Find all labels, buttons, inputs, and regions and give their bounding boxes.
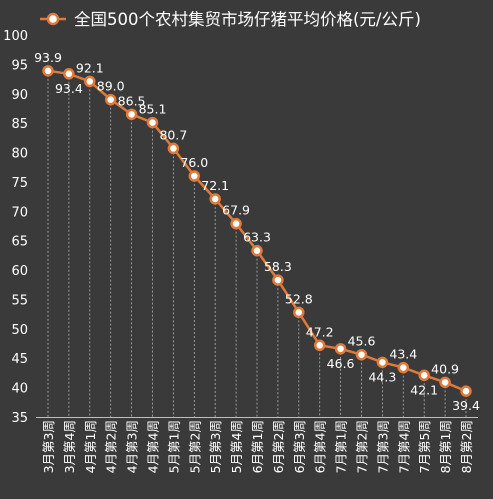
- data-point: [146, 116, 159, 129]
- data-label: 45.6: [348, 334, 376, 349]
- data-point: [125, 108, 138, 121]
- y-tick-label: 100: [3, 29, 28, 44]
- legend-label: 全国500个农村集贸市场仔猪平均价格(元/公斤): [74, 10, 421, 29]
- data-point: [376, 356, 389, 369]
- data-point: [42, 65, 54, 77]
- data-point: [188, 170, 201, 182]
- data-label: 42.1: [410, 382, 438, 397]
- y-tick-label: 80: [11, 147, 28, 162]
- data-point: [84, 75, 96, 88]
- data-point: [167, 142, 180, 155]
- x-tick-label: 5月第4周: [229, 420, 244, 473]
- x-tick-label: 5月第2周: [187, 420, 202, 473]
- x-tick-label: 4月第4周: [146, 420, 161, 473]
- y-tick-label: 35: [11, 411, 28, 426]
- data-label: 44.3: [368, 369, 396, 384]
- data-label: 80.7: [159, 127, 187, 142]
- data-point: [460, 385, 472, 397]
- data-point: [230, 217, 242, 230]
- x-tick-label: 7月第4周: [396, 420, 411, 473]
- data-point: [355, 348, 368, 361]
- data-label: 40.9: [431, 361, 459, 376]
- data-label: 47.2: [306, 324, 334, 339]
- data-label: 86.5: [118, 93, 146, 108]
- data-label: 58.3: [264, 259, 292, 274]
- data-point: [63, 68, 75, 80]
- x-tick-label: 8月第1周: [438, 420, 453, 473]
- data-label: 85.1: [139, 102, 167, 117]
- data-label: 92.1: [76, 60, 104, 75]
- data-point: [418, 369, 430, 382]
- y-tick-label: 95: [11, 58, 28, 73]
- x-tick-label: 6月第2周: [271, 420, 286, 473]
- y-tick-label: 70: [11, 205, 28, 220]
- x-tick-label: 4月第2周: [104, 420, 119, 473]
- data-label: 67.9: [222, 203, 250, 218]
- x-tick-label: 4月第3周: [125, 420, 140, 473]
- grid: [47, 70, 467, 417]
- data-point: [272, 274, 284, 286]
- legend-marker-swatch: [46, 12, 60, 26]
- y-tick-label: 75: [11, 176, 28, 191]
- x-tick-label: 3月第3周: [41, 420, 56, 473]
- x-tick-label: 8月第2周: [459, 420, 474, 473]
- y-tick-label: 40: [11, 382, 28, 397]
- x-tick-label: 7月第2周: [355, 420, 370, 473]
- data-point: [104, 93, 117, 106]
- y-tick-label: 50: [11, 323, 28, 338]
- x-tick-label: 6月第3周: [292, 420, 307, 473]
- y-tick-label: 85: [11, 117, 28, 132]
- data-label: 93.9: [34, 50, 62, 65]
- data-point: [251, 244, 263, 257]
- y-axis-ticks: 35 40 45 50 55 60 65 70 75 80 85 90 95 100: [3, 29, 28, 426]
- data-point: [334, 343, 347, 355]
- data-labels: 93.9 93.4 92.1 89.086.585.1 80.7 76.0 72.1 67.9…: [34, 50, 480, 413]
- y-tick-label: 65: [11, 235, 28, 250]
- x-tick-label: 7月第1周: [334, 420, 349, 473]
- x-tick-label: 7月第5周: [417, 420, 432, 473]
- data-label: 43.4: [389, 347, 417, 362]
- data-point: [209, 193, 221, 205]
- x-tick-label: 7月第3周: [375, 420, 390, 473]
- data-label: 89.0: [97, 79, 125, 94]
- data-label: 93.4: [55, 81, 83, 96]
- x-tick-label: 5月第3周: [208, 420, 223, 473]
- data-point: [313, 339, 326, 352]
- data-label: 63.3: [243, 230, 271, 245]
- data-label: 46.6: [327, 356, 355, 371]
- data-label: 39.4: [452, 398, 480, 413]
- legend: 全国500个农村集贸市场仔猪平均价格(元/公斤): [40, 10, 421, 29]
- y-tick-label: 60: [11, 264, 28, 279]
- x-tick-label: 6月第4周: [313, 420, 328, 473]
- data-label: 76.0: [180, 155, 208, 170]
- y-tick-label: 90: [11, 88, 28, 103]
- x-axis-ticks: 3月第3周 3月第4周 4月第1周 4月第2周 4月第3周 4月第4周 5月第1周 5月第2周…: [41, 420, 474, 473]
- x-tick-label: 6月第1周: [250, 420, 265, 473]
- x-tick-label: 5月第1周: [166, 420, 181, 473]
- data-point: [293, 306, 305, 319]
- x-tick-label: 4月第1周: [83, 420, 98, 473]
- data-label: 52.8: [285, 291, 313, 306]
- data-label: 72.1: [201, 178, 229, 193]
- data-point: [397, 361, 410, 374]
- x-tick-label: 3月第4周: [62, 420, 77, 473]
- y-tick-label: 55: [11, 293, 28, 308]
- markers: [42, 65, 472, 397]
- y-tick-label: 45: [11, 352, 28, 367]
- data-point: [439, 376, 451, 389]
